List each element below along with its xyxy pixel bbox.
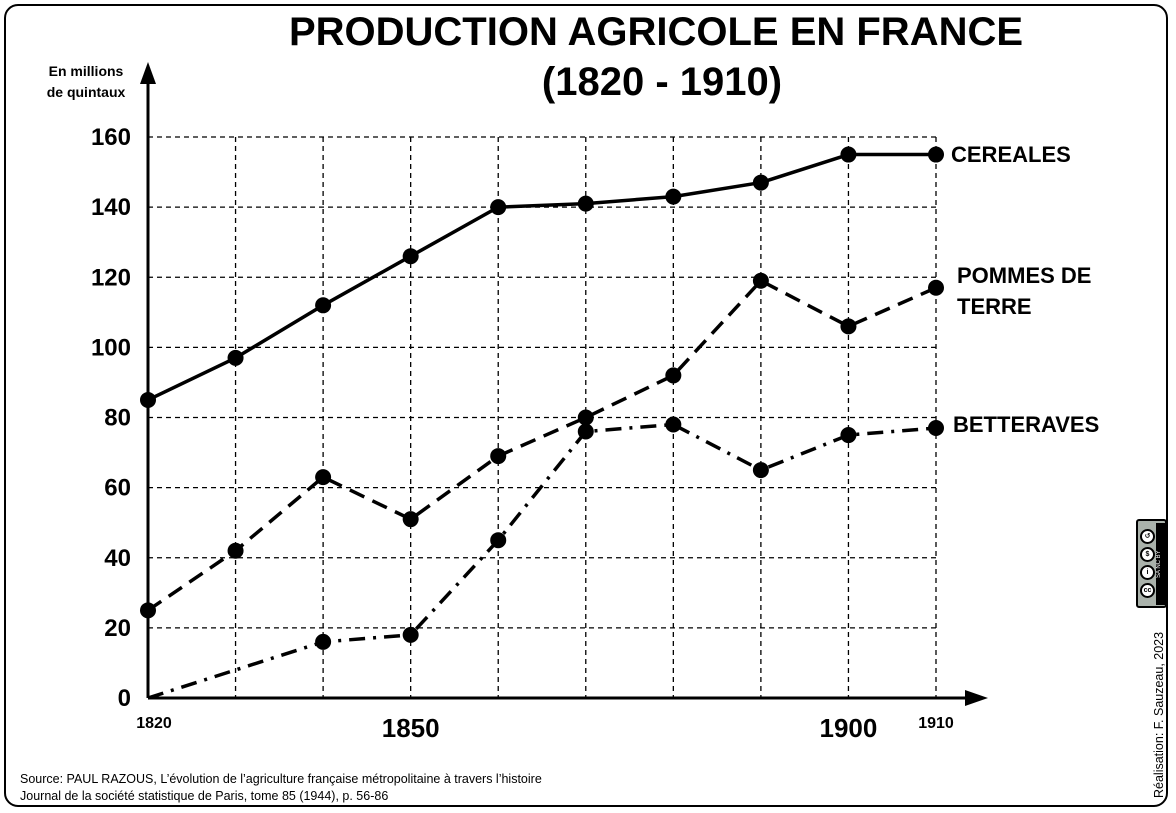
sa-icon: ↺	[1140, 529, 1155, 544]
point-pommes-de-terre-1880	[665, 367, 682, 384]
x-tick-label-1900: 1900	[820, 713, 878, 743]
point-pommes-de-terre-1890	[752, 272, 769, 289]
series-labels: CEREALES POMMES DE TERRE BETTERAVES	[951, 142, 1099, 437]
point-cereales-1820	[140, 391, 156, 408]
point-cereales-1910	[928, 146, 944, 163]
y-tick-label-140: 140	[91, 194, 131, 221]
grid	[148, 136, 937, 698]
license-strip: SA NC BY	[1156, 523, 1165, 605]
point-cereales-1890	[752, 174, 769, 191]
y-tick-label-0: 0	[118, 685, 131, 712]
y-tick-label-160: 160	[91, 124, 131, 151]
point-betteraves-1880	[665, 416, 682, 433]
y-tick-label-120: 120	[91, 264, 131, 291]
point-pommes-de-terre-1850	[402, 511, 419, 528]
y-tick-label-80: 80	[104, 405, 131, 432]
x-tick-label-1820: 1820	[136, 715, 172, 732]
y-axis-label-line-1: En millions	[49, 63, 124, 79]
license-badge: cc i $ ↺ SA NC BY	[1136, 519, 1167, 608]
point-betteraves-1910	[928, 420, 944, 437]
source-line-1: Source: PAUL RAZOUS, L’évolution de l’ag…	[20, 772, 542, 786]
by-icon: i	[1140, 565, 1155, 580]
source-note: Source: PAUL RAZOUS, L’évolution de l’ag…	[20, 771, 542, 805]
series-label-cereales: CEREALES	[951, 142, 1071, 167]
x-tick-label-1850: 1850	[382, 713, 440, 743]
point-pommes-de-terre-1910	[928, 279, 944, 296]
source-line-2: Journal de la société statistique de Par…	[20, 789, 389, 803]
point-betteraves-1870	[577, 423, 594, 440]
point-betteraves-1890	[752, 462, 769, 479]
point-pommes-de-terre-1830	[227, 542, 244, 559]
point-pommes-de-terre-1840	[315, 469, 332, 486]
chart-title-line-2: (1820 - 1910)	[542, 60, 782, 104]
point-betteraves-1900	[840, 427, 857, 444]
tick-labels: 0 20 40 60 80 100 120 140 160 1820 1850 1900 1910	[91, 124, 954, 743]
point-betteraves-1850	[402, 626, 419, 643]
point-pommes-de-terre-1820	[140, 602, 156, 619]
y-tick-label-60: 60	[104, 475, 131, 502]
point-cereales-1880	[665, 188, 682, 205]
author-credit: Réalisation: F. Sauzeau, 2023	[1152, 631, 1166, 798]
point-pommes-de-terre-1900	[840, 318, 857, 335]
y-axis-arrow	[140, 62, 156, 84]
y-tick-label-20: 20	[104, 615, 131, 642]
chart-title-line-1: PRODUCTION AGRICOLE EN FRANCE	[289, 10, 1023, 54]
series-line-cereales	[147, 152, 936, 402]
y-axis-label-line-2: de quintaux	[47, 84, 126, 100]
y-tick-label-40: 40	[104, 545, 131, 572]
series-line-betteraves	[147, 422, 937, 700]
point-betteraves-1840	[315, 633, 332, 650]
y-tick-label-100: 100	[91, 334, 131, 361]
axes	[140, 62, 988, 706]
point-cereales-1900	[840, 146, 857, 163]
series	[140, 146, 944, 700]
series-label-pommes-de-terre-line-1: POMMES DE	[957, 263, 1091, 288]
point-betteraves-1860	[490, 532, 507, 549]
x-axis-arrow	[965, 690, 988, 706]
point-cereales-1870	[577, 195, 594, 212]
point-cereales-1830	[227, 349, 244, 366]
point-cereales-1850	[402, 248, 419, 265]
series-line-pommes-de-terre	[147, 279, 937, 612]
series-label-betteraves: BETTERAVES	[953, 412, 1099, 437]
point-cereales-1840	[315, 297, 332, 314]
nc-icon: $	[1140, 547, 1155, 562]
point-cereales-1860	[490, 199, 507, 216]
cc-icon: cc	[1140, 583, 1155, 598]
point-pommes-de-terre-1860	[490, 448, 507, 465]
point-pommes-de-terre-1870	[577, 409, 594, 426]
series-label-pommes-de-terre-line-2: TERRE	[957, 294, 1032, 319]
figure-frame	[4, 4, 1168, 807]
x-tick-label-1910: 1910	[918, 715, 954, 732]
